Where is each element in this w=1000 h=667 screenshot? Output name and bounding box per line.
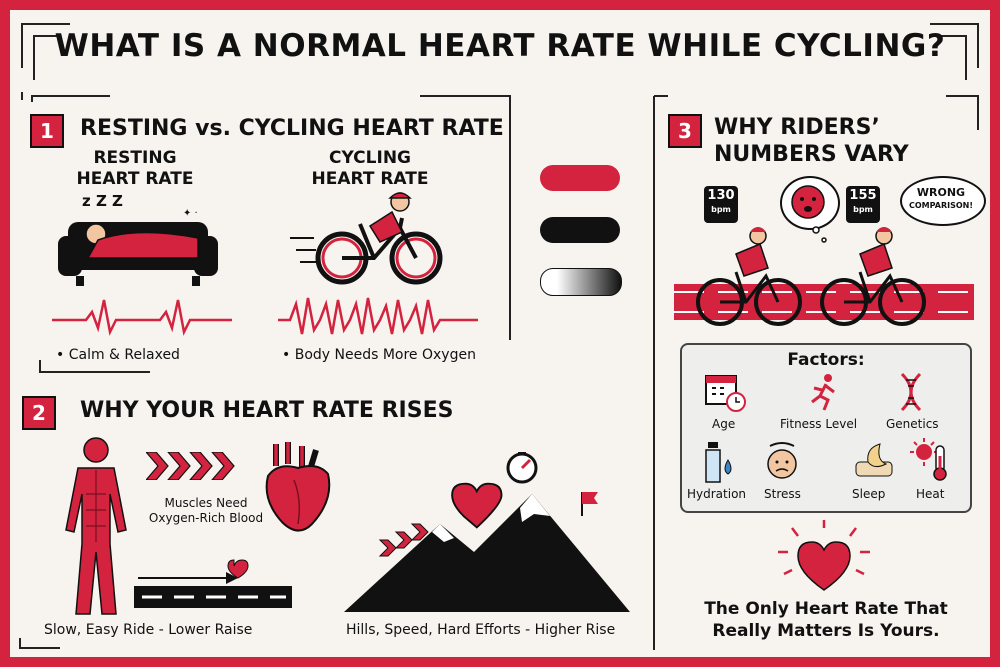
page-title: WHAT IS A NORMAL HEART RATE WHILE CYCLIN… [54, 28, 946, 64]
cycling-title: CYCLING HEART RATE [311, 148, 429, 189]
gradient-pill-shape [540, 268, 622, 296]
cyclist-icon [290, 192, 443, 285]
factors-box [680, 343, 972, 513]
mountain-effort-icon [344, 452, 630, 612]
thought-bubble [780, 176, 840, 230]
stressed-face-icon [791, 185, 825, 219]
resting-pulse-line [52, 299, 232, 336]
sleep-moon-icon [855, 443, 893, 477]
muscles-caption: Muscles Need Oxygen-Rich Blood [148, 496, 264, 525]
wrong-comparison-text: WRONG COMPARISON! [909, 186, 973, 210]
conclusion-text: The Only Heart Rate That Really Matters … [704, 599, 948, 641]
stress-face-icon [767, 442, 797, 479]
section2-title: WHY YOUR HEART RATE RISES [80, 398, 454, 423]
factor-stress: Stress [764, 487, 801, 501]
factor-fitness: Fitness Level [780, 417, 858, 431]
black-pill-shape [540, 217, 620, 243]
factor-age: Age [712, 417, 736, 431]
svg-text:✦ ·: ✦ · [183, 208, 198, 219]
section3-number: 3 [668, 114, 702, 148]
sleep-z-icon: z Z Z [82, 192, 123, 210]
thought-dots [812, 226, 827, 243]
section2-number: 2 [22, 396, 56, 430]
two-riders-illustration [674, 227, 974, 326]
section1-title: RESTING vs. CYCLING HEART RATE [80, 116, 504, 141]
dna-icon [900, 372, 922, 412]
heart-rays-icon [778, 520, 870, 591]
sofa-resting-icon: ✦ · [58, 208, 218, 286]
heat-thermometer-icon [910, 438, 947, 481]
cycling-caption: • Body Needs More Oxygen [282, 347, 476, 363]
muscle-body-icon [65, 437, 127, 615]
anatomical-heart-icon [265, 442, 331, 532]
runner-icon [811, 374, 835, 411]
red-pill-shape [540, 165, 620, 191]
cycling-pulse-line [278, 297, 478, 335]
resting-title: RESTING HEART RATE [76, 148, 194, 189]
water-bottle-icon [705, 442, 732, 483]
section3-title: WHY RIDERS’ NUMBERS VARY [714, 115, 909, 167]
factor-hydration: Hydration [687, 487, 747, 501]
section1-number: 1 [30, 114, 64, 148]
chevrons-icon [146, 452, 235, 480]
easy-road-icon [134, 559, 292, 608]
resting-caption: • Calm & Relaxed [56, 347, 180, 363]
rider1-bpm-badge: 130 bpm [704, 186, 738, 223]
factor-heat: Heat [916, 487, 945, 501]
hard-effort-caption: Hills, Speed, Hard Efforts - Higher Rise [346, 622, 616, 638]
rider2-bpm-badge: 155 bpm [846, 186, 880, 223]
factors-title: Factors: [787, 350, 865, 370]
calendar-clock-icon [705, 375, 746, 412]
speech-bubble [900, 176, 986, 226]
factor-genetics: Genetics [886, 417, 939, 431]
factor-sleep: Sleep [852, 487, 886, 501]
easy-ride-caption: Slow, Easy Ride - Lower Raise [44, 622, 253, 638]
